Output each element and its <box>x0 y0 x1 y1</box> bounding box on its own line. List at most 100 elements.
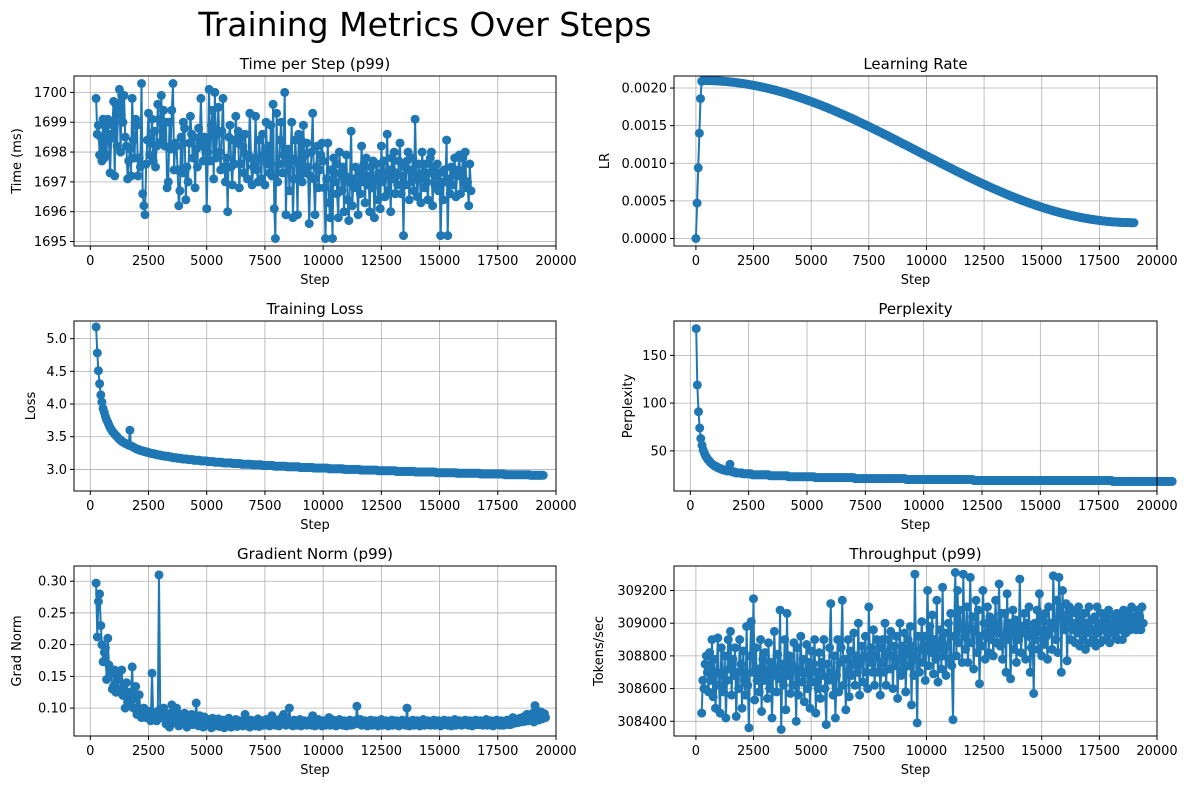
data-point <box>110 171 120 181</box>
data-point <box>121 678 131 688</box>
x-tick-label: 10000 <box>302 744 343 759</box>
data-point <box>1024 602 1034 612</box>
data-point <box>807 677 817 687</box>
data-point <box>273 177 283 187</box>
data-point <box>113 102 123 112</box>
data-point <box>860 631 870 641</box>
data-point <box>308 108 318 118</box>
data-point <box>955 605 965 615</box>
data-point <box>866 643 876 653</box>
data-point <box>198 156 208 166</box>
data-point <box>215 147 224 157</box>
data-point <box>180 123 190 133</box>
x-tick-label: 5000 <box>795 254 828 269</box>
x-tick-label: 5000 <box>790 499 823 514</box>
data-point <box>315 165 325 175</box>
data-point <box>175 186 185 196</box>
x-tick-label: 7500 <box>248 744 281 759</box>
data-point <box>933 677 943 687</box>
y-tick-label: 50 <box>650 444 667 459</box>
data-point <box>892 631 901 641</box>
data-point <box>927 610 937 620</box>
data-point <box>694 407 703 417</box>
data-point <box>133 171 143 181</box>
subplot-title: Learning Rate <box>863 55 967 73</box>
data-point <box>364 171 374 181</box>
data-point <box>139 201 149 211</box>
data-point <box>809 659 818 669</box>
x-tick-label: 7500 <box>248 499 281 514</box>
data-point <box>767 713 777 723</box>
x-tick-label: 17500 <box>477 744 518 759</box>
series-points <box>91 570 550 733</box>
data-point <box>393 180 403 190</box>
data-point <box>93 366 103 376</box>
data-point <box>734 684 744 694</box>
y-tick-label: 5.0 <box>46 332 67 347</box>
data-point <box>864 602 874 612</box>
data-point <box>791 716 801 726</box>
x-tick-label: 2500 <box>132 499 165 514</box>
data-point <box>96 132 106 142</box>
data-point <box>949 631 959 641</box>
x-tick-label: 7500 <box>852 744 885 759</box>
data-point <box>293 210 302 220</box>
data-point <box>697 708 707 718</box>
data-point <box>714 680 724 690</box>
data-point <box>883 635 893 645</box>
data-point <box>225 120 235 130</box>
data-point <box>925 622 935 631</box>
data-point <box>251 111 261 121</box>
x-axis-label: Step <box>901 273 931 288</box>
data-point <box>824 675 833 685</box>
data-point <box>781 705 791 715</box>
data-point <box>1039 640 1049 649</box>
y-tick-label: 4.0 <box>46 398 67 413</box>
data-point <box>910 569 920 579</box>
data-point <box>932 595 942 605</box>
x-tick-label: 0 <box>686 499 694 514</box>
data-point <box>961 644 971 654</box>
data-point <box>281 210 291 220</box>
data-point <box>759 675 769 685</box>
data-point <box>871 651 881 661</box>
data-point <box>920 675 930 685</box>
data-point <box>830 713 840 723</box>
axes-frame <box>73 75 557 247</box>
x-tick-label: 5000 <box>795 744 828 759</box>
data-point <box>950 568 960 577</box>
data-point <box>978 586 988 595</box>
data-point <box>1002 589 1012 599</box>
x-tick-label: 20000 <box>535 254 576 269</box>
y-tick-label: 1698 <box>34 146 67 161</box>
data-point <box>310 210 320 220</box>
axes-frame <box>673 565 1158 737</box>
data-point <box>721 713 731 723</box>
data-point <box>722 675 732 685</box>
data-point <box>149 126 159 136</box>
y-tick-label: 4.5 <box>46 365 67 380</box>
data-point <box>887 651 897 661</box>
data-point <box>902 648 912 658</box>
data-point <box>777 659 787 669</box>
data-point <box>895 618 905 628</box>
subplot-1: 0 2500 5000 7500 10000 12500 15000 17500 20000 16… <box>10 55 577 288</box>
x-axis-label: Step <box>300 273 330 288</box>
y-tick-label: 0.0010 <box>622 157 668 172</box>
subplot-title: Perplexity <box>878 300 952 318</box>
data-point <box>402 703 412 713</box>
x-tick-label: 7500 <box>852 254 885 269</box>
data-point <box>357 141 367 151</box>
x-tick-label: 2500 <box>737 254 770 269</box>
data-point <box>700 659 710 669</box>
data-point <box>843 635 853 645</box>
data-point <box>223 207 233 217</box>
x-tick-label: 12500 <box>963 744 1004 759</box>
data-point <box>339 207 349 217</box>
subplots: 0 2500 5000 7500 10000 12500 15000 17500 2000016… <box>10 55 1178 778</box>
data-point <box>998 654 1007 664</box>
data-point <box>182 162 192 172</box>
data-point <box>844 692 854 702</box>
data-point <box>119 90 129 100</box>
data-point <box>541 713 550 723</box>
